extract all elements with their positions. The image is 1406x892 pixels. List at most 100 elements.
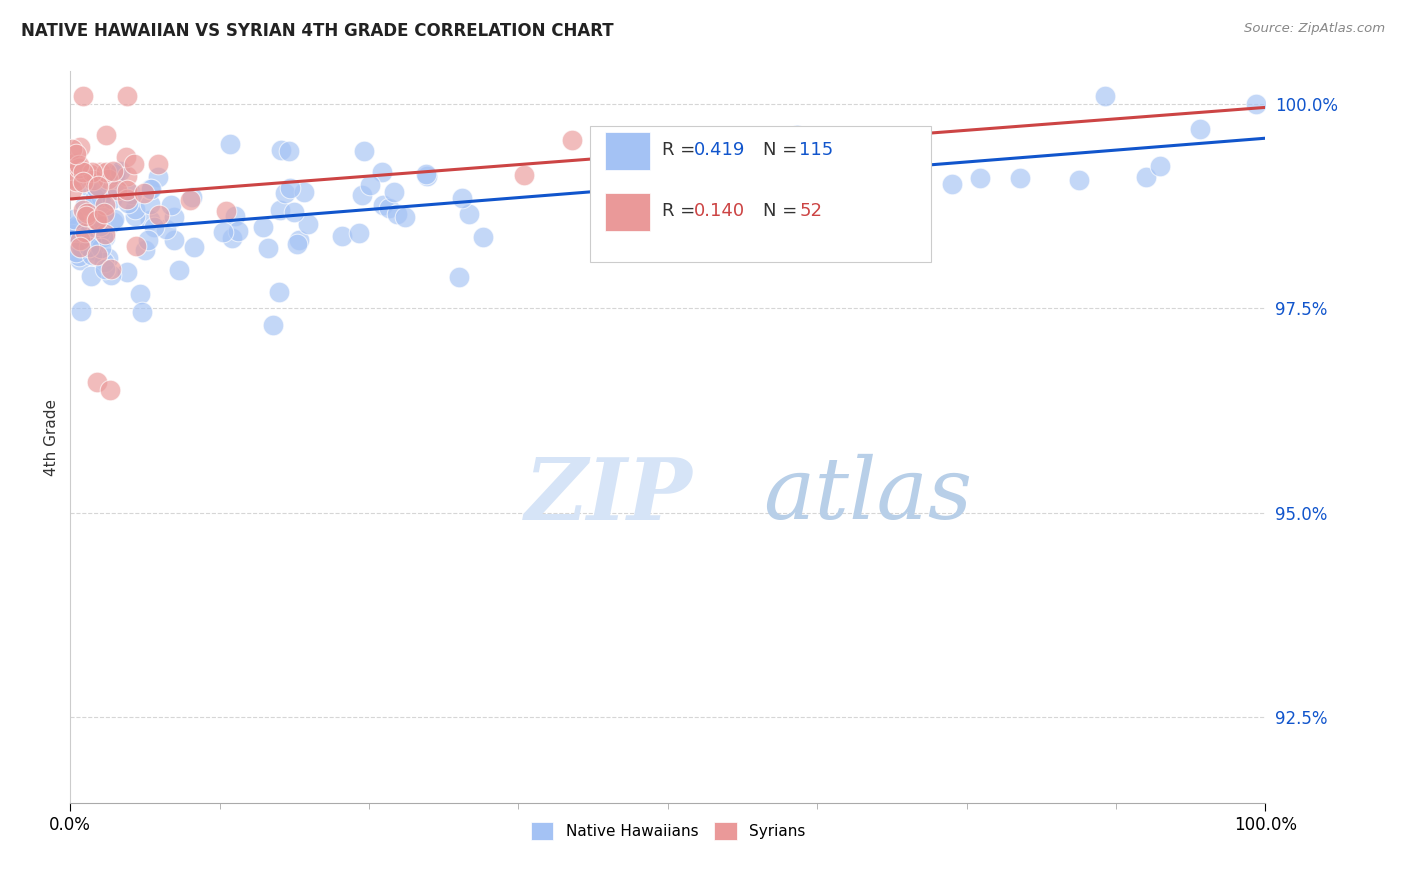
Point <box>786 128 808 143</box>
Point <box>91 229 114 244</box>
Point <box>115 265 138 279</box>
Point <box>69 240 91 254</box>
Point <box>86 248 108 262</box>
Point <box>79 240 101 254</box>
Point <box>835 175 858 189</box>
Point <box>332 229 354 244</box>
Point <box>101 192 124 206</box>
Point <box>889 139 911 153</box>
Point <box>101 163 124 178</box>
Point <box>67 158 90 172</box>
Point <box>101 214 124 228</box>
Point <box>89 219 111 234</box>
Point <box>167 262 190 277</box>
Point <box>117 195 139 210</box>
Point <box>257 241 280 255</box>
Point <box>80 165 103 179</box>
Point <box>139 212 162 227</box>
Point <box>73 223 96 237</box>
Point <box>86 375 108 389</box>
Point <box>115 150 138 164</box>
Text: ZIP: ZIP <box>524 454 692 537</box>
Point <box>93 255 115 269</box>
Point <box>94 165 117 179</box>
Point <box>117 169 139 183</box>
Point <box>561 133 583 147</box>
Point <box>1244 97 1267 112</box>
Point <box>65 146 87 161</box>
Point <box>450 191 472 205</box>
Point <box>350 188 373 202</box>
Text: 0.140: 0.140 <box>695 202 745 220</box>
Point <box>115 183 138 197</box>
Point <box>155 222 177 236</box>
Point <box>97 251 120 265</box>
Point <box>224 210 246 224</box>
Point <box>353 144 375 158</box>
Point <box>75 209 97 223</box>
Text: 115: 115 <box>799 141 834 159</box>
Point <box>786 211 808 226</box>
Y-axis label: 4th Grade: 4th Grade <box>44 399 59 475</box>
Point <box>65 227 87 241</box>
Point <box>73 243 96 257</box>
Point <box>513 168 536 182</box>
Point <box>124 202 146 217</box>
Point <box>394 210 416 224</box>
Point <box>105 183 128 197</box>
Point <box>385 207 408 221</box>
Point <box>72 88 94 103</box>
Point <box>212 225 235 239</box>
Point <box>163 211 186 225</box>
Point <box>104 167 127 181</box>
Point <box>121 186 143 201</box>
Point <box>370 165 392 179</box>
Text: N =: N = <box>763 141 803 159</box>
Point <box>124 209 146 223</box>
Point <box>269 202 291 217</box>
Point <box>270 143 292 157</box>
Point <box>226 224 249 238</box>
Point <box>148 208 170 222</box>
Point <box>72 175 94 189</box>
Point <box>125 239 148 253</box>
Point <box>122 157 145 171</box>
Point <box>63 212 86 227</box>
Point <box>115 88 138 103</box>
Point <box>94 227 117 241</box>
Point <box>82 243 104 257</box>
Point <box>69 253 91 268</box>
Point <box>292 185 315 199</box>
Point <box>66 218 89 232</box>
Point <box>447 269 470 284</box>
Point <box>115 192 138 206</box>
Point <box>79 268 101 283</box>
Point <box>103 211 125 226</box>
Point <box>163 233 186 247</box>
Point <box>98 383 121 397</box>
Point <box>80 236 103 251</box>
Point <box>73 198 96 212</box>
Point <box>65 174 87 188</box>
Point <box>288 233 311 247</box>
Text: R =: R = <box>662 141 700 159</box>
Point <box>75 229 97 244</box>
Point <box>80 235 103 250</box>
Point <box>84 227 107 241</box>
Point <box>97 172 120 186</box>
Point <box>70 304 93 318</box>
Point <box>94 198 117 212</box>
Point <box>87 179 110 194</box>
Point <box>70 241 93 255</box>
Point <box>1189 122 1212 136</box>
Point <box>969 170 991 185</box>
Point <box>221 231 243 245</box>
Text: R =: R = <box>662 202 700 220</box>
Point <box>378 201 401 215</box>
Point <box>90 190 112 204</box>
Point <box>69 233 91 247</box>
Text: atlas: atlas <box>763 454 973 537</box>
Point <box>72 165 94 179</box>
Point <box>94 230 117 244</box>
Point <box>179 193 201 207</box>
